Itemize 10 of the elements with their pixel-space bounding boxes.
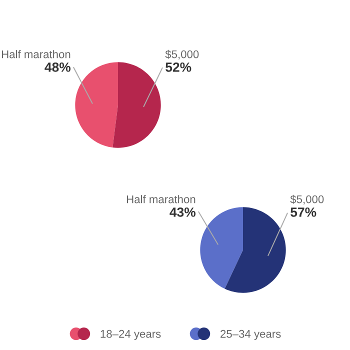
data-label: 57% — [290, 208, 316, 217]
slice-label: $5,000 — [165, 50, 199, 60]
legend-label: 18–24 years — [100, 330, 161, 340]
slice-label: Half marathon — [2, 50, 70, 58]
slice-label: Half marathon — [126, 195, 196, 204]
slice-label: $5,000 — [290, 194, 324, 205]
data-label: 43% — [170, 207, 196, 217]
data-label: 52% — [166, 62, 192, 72]
legend-label: 25–34 years — [220, 330, 281, 340]
data-label: 48% — [44, 62, 71, 72]
